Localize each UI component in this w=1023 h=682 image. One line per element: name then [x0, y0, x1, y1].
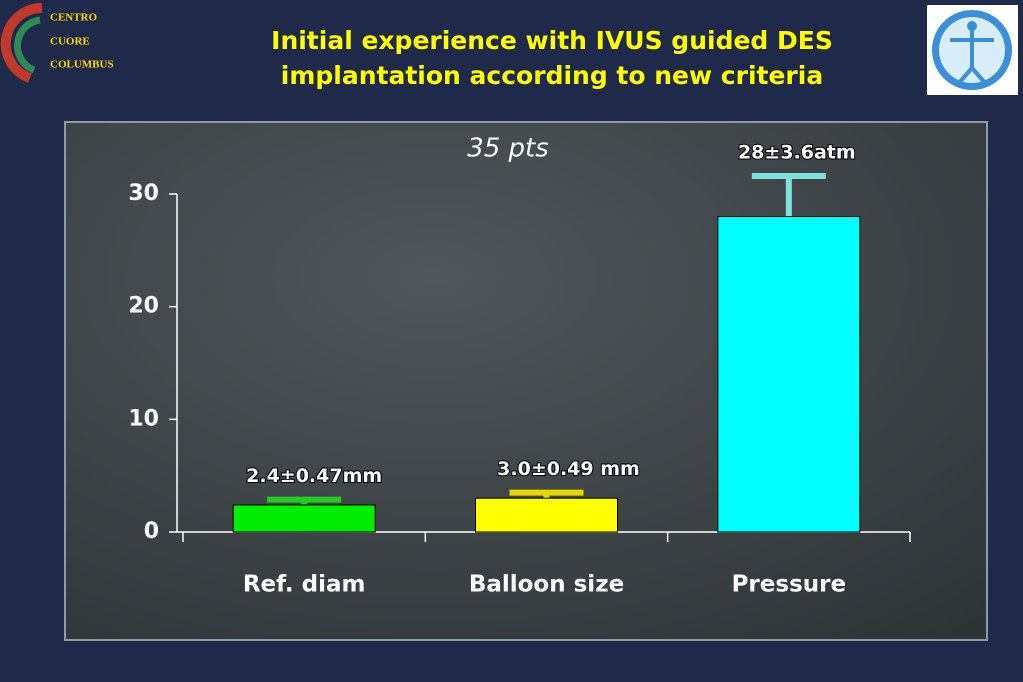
logo-left: CENTRO CUORE COLUMBUS	[0, 2, 114, 83]
logo-right	[927, 5, 1018, 95]
y-tick-label: 20	[128, 294, 159, 319]
chart-title: implantation according to new criteria	[281, 61, 823, 90]
value-label: 28±3.6atm	[738, 141, 856, 163]
subtitle: 35 pts	[467, 134, 549, 164]
value-label: 2.4±0.47mm	[246, 465, 382, 487]
plot: 0 10 20 30 Ref. diam 2.4±0.47mm Balloon size 3.…	[128, 140, 911, 598]
chart-title: Initial experience with IVUS guided DES	[271, 26, 833, 55]
value-label: 3.0±0.49 mm	[497, 458, 640, 480]
bar	[232, 504, 376, 533]
logo-text: COLUMBUS	[50, 59, 114, 71]
bar	[717, 216, 861, 533]
logo-text: CENTRO	[50, 12, 98, 24]
x-tick-label: Balloon size	[469, 572, 624, 598]
x-tick-label: Pressure	[732, 572, 847, 598]
x-tick-label: Ref. diam	[243, 572, 366, 598]
y-tick-label: 10	[128, 406, 159, 431]
y-tick-label: 0	[144, 519, 159, 544]
y-tick-label: 30	[128, 181, 159, 206]
logo-text: CUORE	[50, 36, 90, 48]
bar	[475, 497, 618, 533]
